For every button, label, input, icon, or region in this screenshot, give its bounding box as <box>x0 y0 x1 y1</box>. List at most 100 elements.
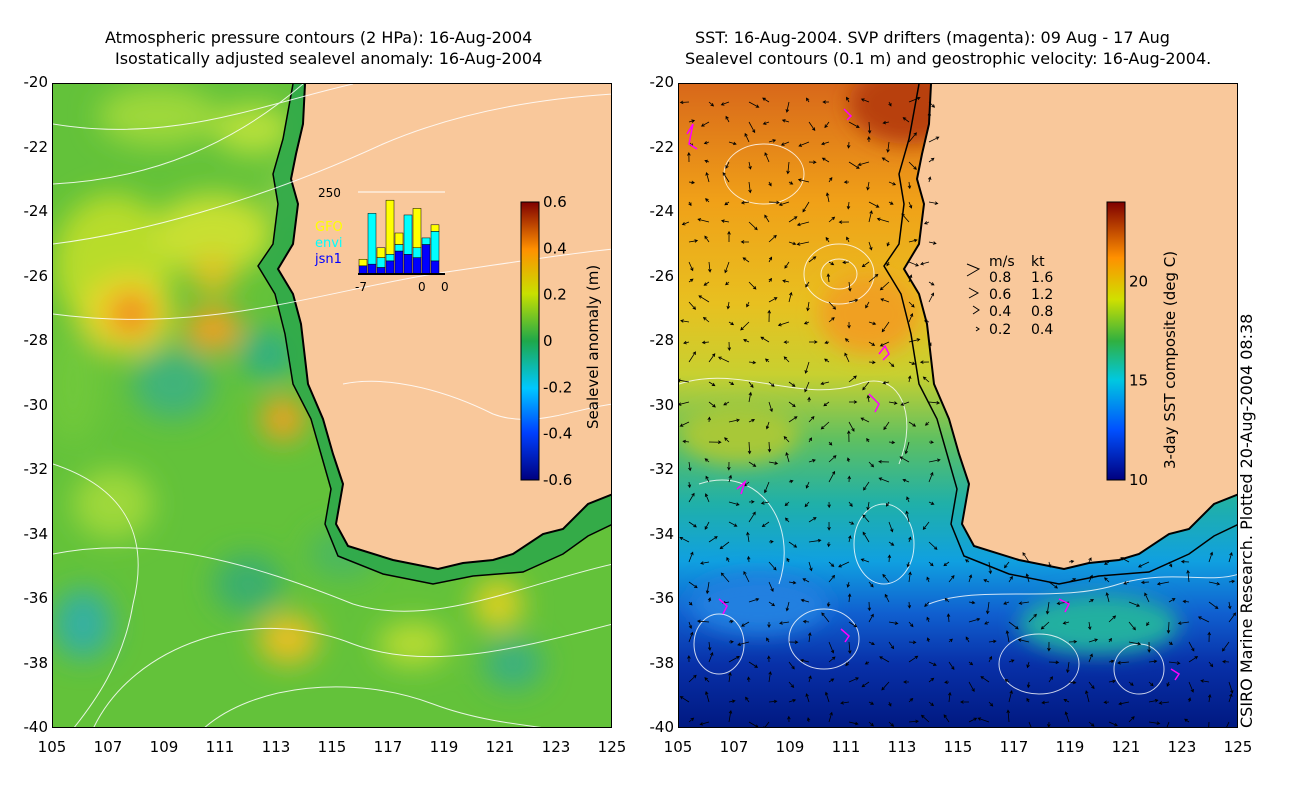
velocity-arrow <box>688 239 699 243</box>
velocity-arrow <box>688 601 693 606</box>
velocity-arrow <box>825 236 830 243</box>
velocity-arrow <box>1148 659 1158 664</box>
lat-tick-label: -34 <box>649 524 675 543</box>
velocity-arrow <box>1028 613 1037 623</box>
legend-row1-kt: 1.6 <box>1031 270 1053 286</box>
velocity-arrow <box>760 336 770 343</box>
velocity-arrow <box>928 541 938 550</box>
velocity-arrow <box>785 101 790 113</box>
velocity-arrow <box>901 213 910 223</box>
velocity-arrow <box>988 655 993 663</box>
coastline-sst <box>902 84 1237 571</box>
velocity-arrow <box>908 261 919 267</box>
velocity-arrow <box>788 681 795 688</box>
velocity-arrow <box>944 680 950 684</box>
lon-tick-label: 113 <box>887 738 917 756</box>
velocity-arrow <box>728 655 740 663</box>
velocity-arrow <box>807 396 811 403</box>
velocity-arrow <box>764 214 770 223</box>
velocity-arrow <box>846 201 851 210</box>
velocity-arrow <box>708 401 716 408</box>
colorbar-tick-label: -0.6 <box>543 471 572 489</box>
velocity-arrow <box>904 441 910 455</box>
velocity-arrow <box>1148 698 1159 703</box>
velocity-arrow <box>888 541 895 546</box>
velocity-arrow <box>1180 559 1190 564</box>
velocity-arrow <box>798 141 810 147</box>
lon-tick-label: 113 <box>261 738 291 756</box>
velocity-arrow <box>920 261 930 266</box>
velocity-arrow <box>820 421 830 430</box>
velocity-arrow <box>868 581 874 588</box>
velocity-arrow <box>725 161 730 169</box>
velocity-arrow <box>908 132 917 143</box>
velocity-arrow <box>1103 700 1110 705</box>
velocity-arrow <box>744 132 750 143</box>
velocity-arrow <box>846 236 850 243</box>
velocity-arrow <box>879 281 890 291</box>
velocity-arrow <box>866 437 870 443</box>
velocity-arrow <box>1208 581 1221 586</box>
velocity-arrow <box>860 558 870 563</box>
inset-bar-gfo <box>385 199 395 255</box>
velocity-arrow <box>806 301 810 312</box>
inset-xtick-mid: 0 <box>418 280 426 294</box>
velocity-arrow <box>767 309 772 323</box>
velocity-arrow <box>728 418 740 423</box>
lat-tick-label: -40 <box>23 718 49 736</box>
velocity-arrow <box>821 157 830 163</box>
velocity-arrow <box>1008 575 1013 583</box>
lat-tick-label: -32 <box>23 460 49 478</box>
velocity-arrow <box>828 678 835 683</box>
velocity-arrow <box>808 415 815 423</box>
velocity-arrow <box>880 298 890 303</box>
velocity-arrow <box>828 317 835 323</box>
velocity-arrow <box>1062 621 1070 625</box>
velocity-arrow <box>908 274 913 283</box>
velocity-arrow <box>1123 581 1130 585</box>
velocity-arrow <box>864 661 870 665</box>
velocity-arrow <box>1226 721 1230 727</box>
velocity-arrow <box>768 181 772 187</box>
velocity-arrow <box>846 141 851 149</box>
sst-colorbar-gradient <box>1106 201 1126 481</box>
pressure-contours <box>53 84 611 727</box>
velocity-arrow <box>767 655 771 663</box>
velocity-arrow <box>928 677 935 683</box>
velocity-arrow <box>748 511 756 523</box>
lat-tick-label: -22 <box>23 137 49 156</box>
velocity-arrow <box>787 715 791 723</box>
sealevel-contours <box>679 143 1237 695</box>
velocity-arrow <box>848 421 855 432</box>
velocity-arrow <box>828 656 836 663</box>
velocity-arrow <box>800 598 810 603</box>
velocity-arrow <box>1108 659 1115 664</box>
velocity-arrow <box>748 461 757 467</box>
legend-row4-ms: 0.2 <box>989 322 1011 338</box>
velocity-arrow <box>688 521 697 528</box>
velocity-arrow <box>1108 721 1118 727</box>
velocity-arrow <box>828 711 833 723</box>
velocity-arrow <box>848 400 858 404</box>
velocity-arrow <box>704 493 710 503</box>
velocity-arrow <box>707 416 712 423</box>
inset-bar-gfo <box>376 247 386 258</box>
velocity-arrow <box>846 96 850 103</box>
velocity-arrow <box>868 201 880 208</box>
velocity-arrow <box>785 452 790 463</box>
velocity-arrow <box>1104 577 1110 583</box>
inset-bar-jsn1 <box>358 265 368 275</box>
velocity-arrow <box>784 501 790 507</box>
velocity-arrow <box>868 273 879 283</box>
velocity-arrow <box>1177 621 1190 625</box>
inset-bar-gfo <box>430 224 440 232</box>
velocity-arrow <box>926 576 930 583</box>
velocity-arrow <box>1228 681 1234 694</box>
velocity-arrow <box>908 421 917 427</box>
velocity-arrow <box>908 301 915 308</box>
inset-bar-jsn1 <box>367 263 377 275</box>
velocity-arrow <box>1005 630 1010 643</box>
velocity-arrow <box>888 621 899 625</box>
velocity-arrow <box>828 470 836 483</box>
velocity-arrow <box>1025 573 1030 583</box>
